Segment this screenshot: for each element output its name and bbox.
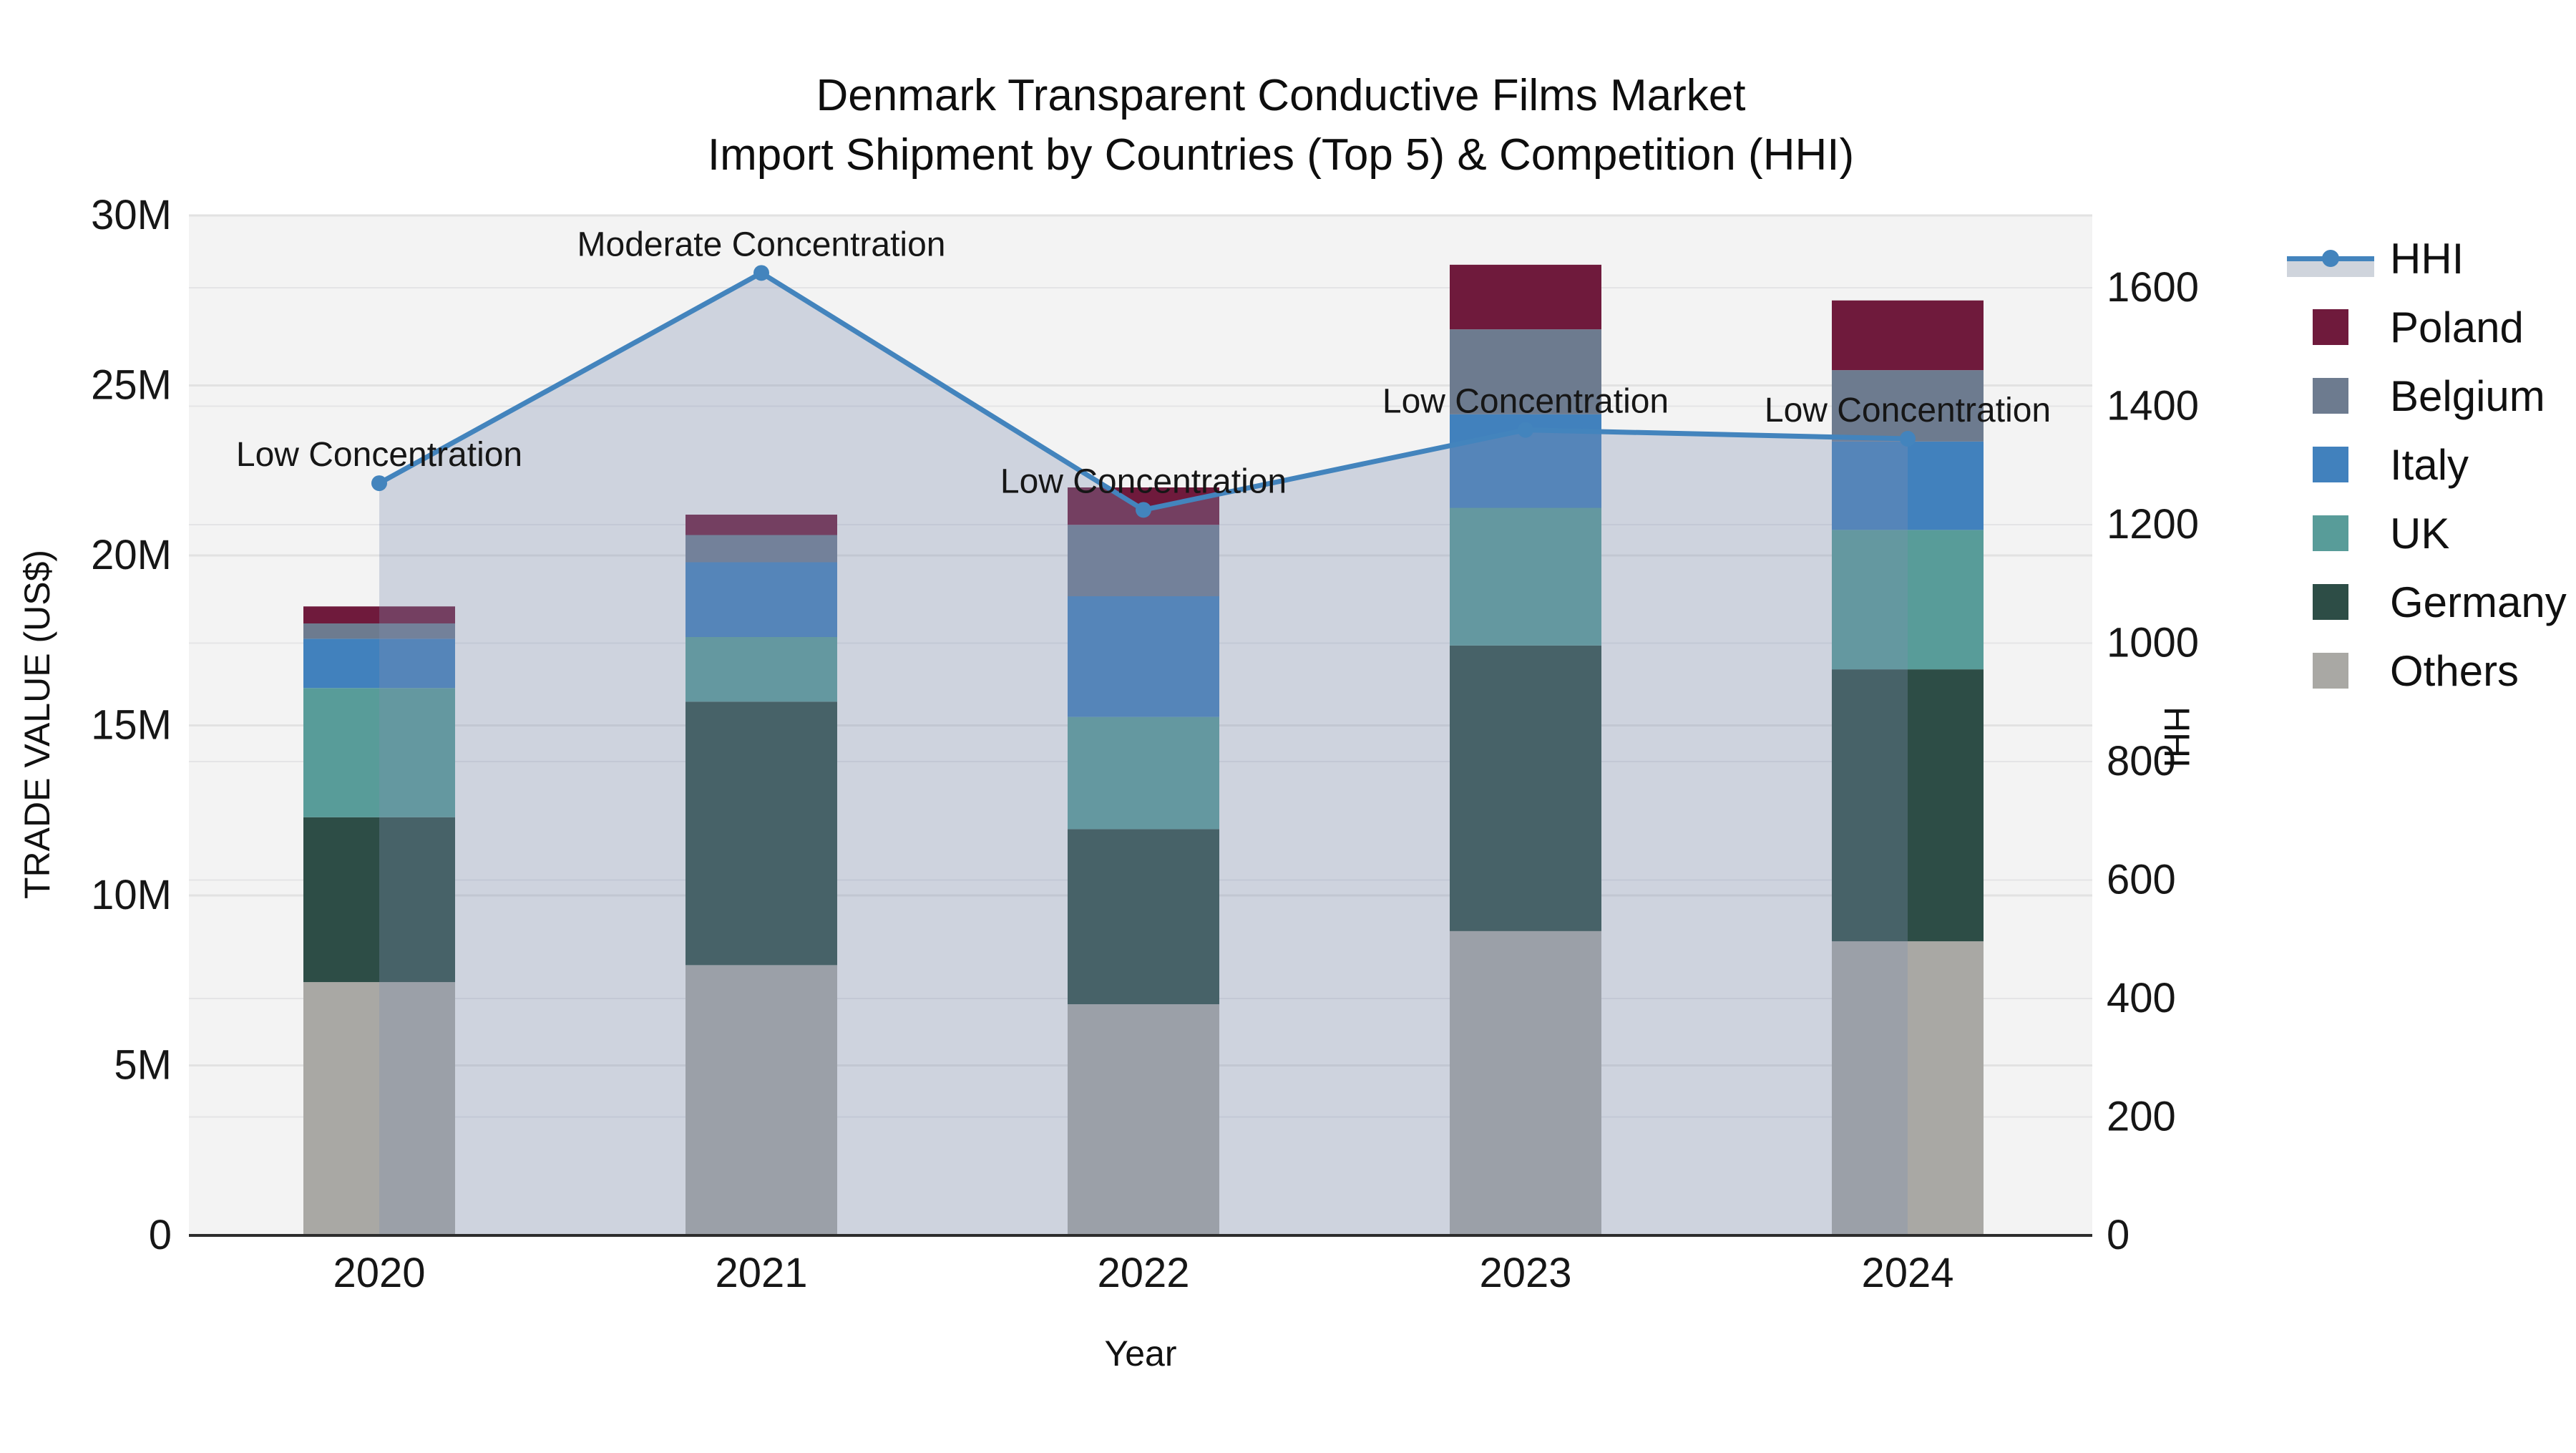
legend-item-others[interactable]: Others: [2287, 646, 2567, 695]
bar-segment-poland-2021[interactable]: [686, 515, 837, 535]
annotation-2023: Low Concentration: [1382, 383, 1669, 421]
y-left-tick-20M: 20M: [91, 532, 172, 578]
y-axis-title-right: HHI: [2157, 706, 2197, 769]
hhi-marker-2024[interactable]: [1900, 431, 1916, 447]
bar-segment-poland-2020[interactable]: [303, 606, 455, 623]
y-left-tick-30M: 30M: [91, 192, 172, 238]
legend-item-uk[interactable]: UK: [2287, 509, 2567, 558]
bar-segment-uk-2023[interactable]: [1450, 507, 1601, 646]
bar-segment-belgium-2024[interactable]: [1832, 370, 1984, 442]
legend-swatch-icon: [2287, 376, 2374, 416]
y-right-tick-400: 400: [2107, 975, 2176, 1021]
bar-segment-belgium-2022[interactable]: [1068, 525, 1219, 596]
x-axis-title: Year: [1104, 1333, 1177, 1374]
bar-segment-others-2024[interactable]: [1832, 941, 1984, 1235]
y-left-tick-10M: 10M: [91, 872, 172, 918]
bar-segment-italy-2021[interactable]: [686, 562, 837, 638]
y-left-tick-15M: 15M: [91, 702, 172, 749]
hhi-marker-2023[interactable]: [1518, 422, 1533, 438]
y-right-tick-1000: 1000: [2107, 620, 2199, 666]
legend-label: HHI: [2390, 234, 2464, 283]
bar-segment-germany-2024[interactable]: [1832, 669, 1984, 942]
bar-segment-others-2020[interactable]: [303, 982, 455, 1235]
hhi-marker-2022[interactable]: [1136, 502, 1151, 518]
bar-segment-belgium-2020[interactable]: [303, 623, 455, 639]
y-left-tick-5M: 5M: [114, 1042, 172, 1089]
legend-swatch-icon: [2287, 651, 2374, 691]
legend-item-germany[interactable]: Germany: [2287, 578, 2567, 626]
bar-segment-germany-2023[interactable]: [1450, 645, 1601, 931]
y-right-tick-200: 200: [2107, 1094, 2176, 1140]
chart-title: Denmark Transparent Conductive Films Mar…: [0, 66, 2562, 185]
bar-segment-uk-2021[interactable]: [686, 637, 837, 702]
legend-swatch-icon: [2287, 513, 2374, 553]
legend-item-hhi[interactable]: HHI: [2287, 234, 2567, 283]
annotation-2022: Low Concentration: [1000, 462, 1287, 500]
y-right-tick-600: 600: [2107, 857, 2176, 903]
y-right-tick-1600: 1600: [2107, 264, 2199, 311]
annotation-2021: Moderate Concentration: [577, 225, 946, 263]
bar-segment-germany-2022[interactable]: [1068, 829, 1219, 1004]
legend: HHI Poland Belgium Italy UK Germany Others: [2287, 234, 2567, 695]
bar-segment-poland-2023[interactable]: [1450, 264, 1601, 330]
legend-item-poland[interactable]: Poland: [2287, 303, 2567, 351]
bar-segment-belgium-2021[interactable]: [686, 535, 837, 563]
hhi-marker-2020[interactable]: [371, 475, 387, 492]
bar-segment-italy-2024[interactable]: [1832, 441, 1984, 530]
legend-swatch-icon: [2287, 582, 2374, 622]
legend-swatch-icon: [2287, 307, 2374, 347]
legend-label: Others: [2390, 646, 2519, 695]
legend-label: UK: [2390, 509, 2450, 558]
legend-label: Belgium: [2390, 371, 2545, 420]
bar-segment-italy-2022[interactable]: [1068, 596, 1219, 717]
bar-segment-italy-2020[interactable]: [303, 638, 455, 689]
chart-title-line2: Import Shipment by Countries (Top 5) & C…: [707, 130, 1855, 180]
legend-item-belgium[interactable]: Belgium: [2287, 371, 2567, 420]
x-tick-2020: 2020: [333, 1250, 425, 1296]
hhi-marker-2021[interactable]: [753, 265, 769, 281]
annotation-2020: Low Concentration: [236, 436, 522, 474]
y-right-tick-800: 800: [2107, 738, 2176, 784]
y-right-tick-1400: 1400: [2107, 383, 2199, 429]
bar-segment-poland-2024[interactable]: [1832, 300, 1984, 371]
x-tick-2024: 2024: [1861, 1250, 1953, 1296]
y-left-tick-25M: 25M: [91, 362, 172, 409]
x-tick-2022: 2022: [1097, 1250, 1189, 1296]
legend-label: Poland: [2390, 303, 2524, 351]
y-right-tick-0: 0: [2107, 1212, 2129, 1258]
annotation-2024: Low Concentration: [1765, 392, 2051, 429]
y-left-tick-0: 0: [149, 1212, 172, 1258]
hhi-area-fill: [379, 273, 1908, 1235]
bar-segment-others-2022[interactable]: [1068, 1004, 1219, 1235]
bar-segment-belgium-2023[interactable]: [1450, 329, 1601, 414]
legend-label: Italy: [2390, 440, 2469, 489]
hhi-line-sample-icon: [2287, 238, 2374, 278]
bar-segment-uk-2022[interactable]: [1068, 716, 1219, 830]
legend-swatch-icon: [2287, 444, 2374, 485]
x-tick-2021: 2021: [715, 1250, 807, 1296]
bar-segment-germany-2020[interactable]: [303, 817, 455, 983]
y-axis-title-left: TRADE VALUE (US$): [17, 549, 57, 900]
bar-segment-others-2021[interactable]: [686, 965, 837, 1235]
bar-segment-germany-2021[interactable]: [686, 701, 837, 966]
chart-title-line1: Denmark Transparent Conductive Films Mar…: [816, 71, 1746, 120]
bar-segment-uk-2024[interactable]: [1832, 530, 1984, 670]
x-tick-2023: 2023: [1479, 1250, 1571, 1296]
legend-item-italy[interactable]: Italy: [2287, 440, 2567, 489]
y-right-tick-1200: 1200: [2107, 501, 2199, 548]
bar-segment-others-2023[interactable]: [1450, 930, 1601, 1235]
legend-label: Germany: [2390, 578, 2567, 626]
bar-segment-uk-2020[interactable]: [303, 688, 455, 817]
